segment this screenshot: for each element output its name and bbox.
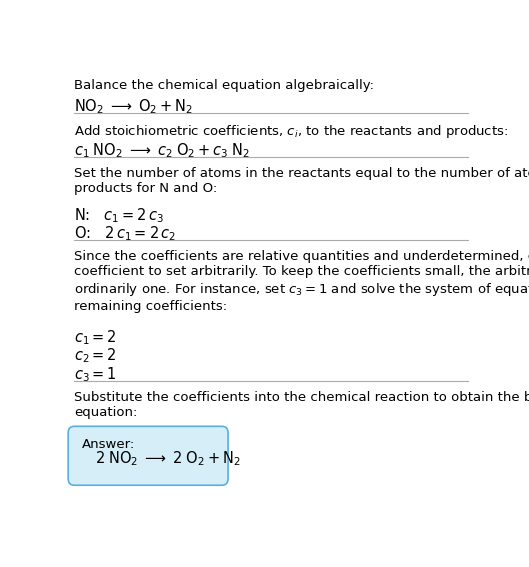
Text: Substitute the coefficients into the chemical reaction to obtain the balanced
eq: Substitute the coefficients into the che… xyxy=(74,391,529,418)
Text: $c_1 = 2$: $c_1 = 2$ xyxy=(74,328,117,347)
Text: $\mathrm{N}$:   $c_1 = 2\,c_3$: $\mathrm{N}$: $c_1 = 2\,c_3$ xyxy=(74,206,165,225)
FancyBboxPatch shape xyxy=(68,426,228,485)
Text: $c_2 = 2$: $c_2 = 2$ xyxy=(74,346,117,365)
Text: $\mathrm{NO_2 \;\longrightarrow\; O_2 + N_2}$: $\mathrm{NO_2 \;\longrightarrow\; O_2 + … xyxy=(74,98,194,116)
Text: $\mathrm{O}$:   $2\,c_1 = 2\,c_2$: $\mathrm{O}$: $2\,c_1 = 2\,c_2$ xyxy=(74,225,177,243)
Text: Balance the chemical equation algebraically:: Balance the chemical equation algebraica… xyxy=(74,79,375,92)
Text: Add stoichiometric coefficients, $c_i$, to the reactants and products:: Add stoichiometric coefficients, $c_i$, … xyxy=(74,123,508,140)
Text: Set the number of atoms in the reactants equal to the number of atoms in the
pro: Set the number of atoms in the reactants… xyxy=(74,167,529,195)
Text: $\mathrm{2\;NO_2 \;\longrightarrow\; 2\;O_2 + N_2}$: $\mathrm{2\;NO_2 \;\longrightarrow\; 2\;… xyxy=(95,449,241,468)
Text: Since the coefficients are relative quantities and underdetermined, choose a
coe: Since the coefficients are relative quan… xyxy=(74,251,529,313)
Text: $c_3 = 1$: $c_3 = 1$ xyxy=(74,365,117,384)
Text: $c_1\;\mathrm{NO_2 \;\longrightarrow\;} c_2\;\mathrm{O_2} + c_3\;\mathrm{N_2}$: $c_1\;\mathrm{NO_2 \;\longrightarrow\;} … xyxy=(74,141,250,160)
Text: Answer:: Answer: xyxy=(81,438,135,451)
